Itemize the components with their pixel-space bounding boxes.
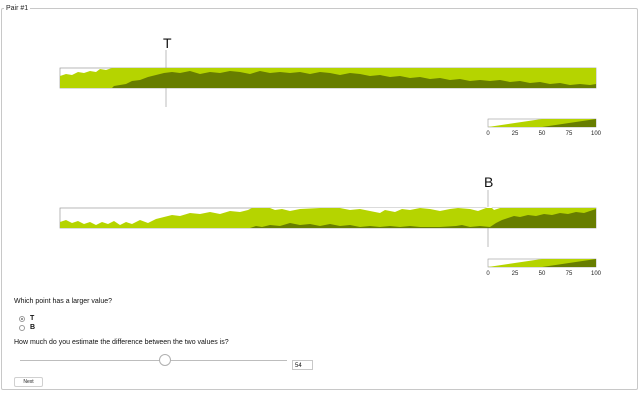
option-b[interactable]: B [19, 324, 35, 331]
option-b-label: B [30, 324, 36, 331]
radio-b[interactable] [19, 324, 25, 331]
radio-t[interactable] [19, 315, 25, 322]
difference-slider-track[interactable] [20, 360, 287, 361]
option-t[interactable]: T [19, 315, 34, 322]
bottom-marker-label: B [484, 174, 494, 190]
pair-fieldset: Pair #1 [1, 5, 638, 390]
bottom-legend-tick-50: 50 [538, 271, 546, 277]
bottom-legend-dark [542, 259, 596, 267]
bottom-dark-band [250, 209, 596, 228]
top-legend-tick-75: 75 [565, 131, 573, 137]
question-difference: How much do you estimate the difference … [14, 339, 229, 346]
pair-title: Pair #1 [6, 5, 29, 12]
bottom-legend-tick-25: 25 [511, 271, 519, 277]
difference-slider-thumb[interactable] [159, 354, 171, 366]
question-larger-value: Which point has a larger value? [14, 298, 113, 305]
top-legend-tick-25: 25 [511, 131, 519, 137]
top-legend-tick-0: 0 [486, 131, 490, 137]
bottom-light-band [60, 208, 596, 228]
top-dark-band [60, 71, 596, 88]
top-legend-tick-100: 100 [590, 131, 601, 137]
top-legend-dark [542, 119, 596, 127]
bottom-legend-tick-75: 75 [565, 271, 573, 277]
top-legend-tick-50: 50 [538, 131, 546, 137]
option-t-label: T [30, 315, 35, 322]
bottom-white-dips [252, 206, 500, 213]
top-marker-label: T [163, 35, 172, 51]
difference-value-field[interactable]: 54 [292, 360, 313, 370]
next-button[interactable]: Next [14, 377, 43, 387]
bottom-legend-tick-100: 100 [590, 271, 601, 277]
bottom-legend-tick-0: 0 [486, 271, 490, 277]
